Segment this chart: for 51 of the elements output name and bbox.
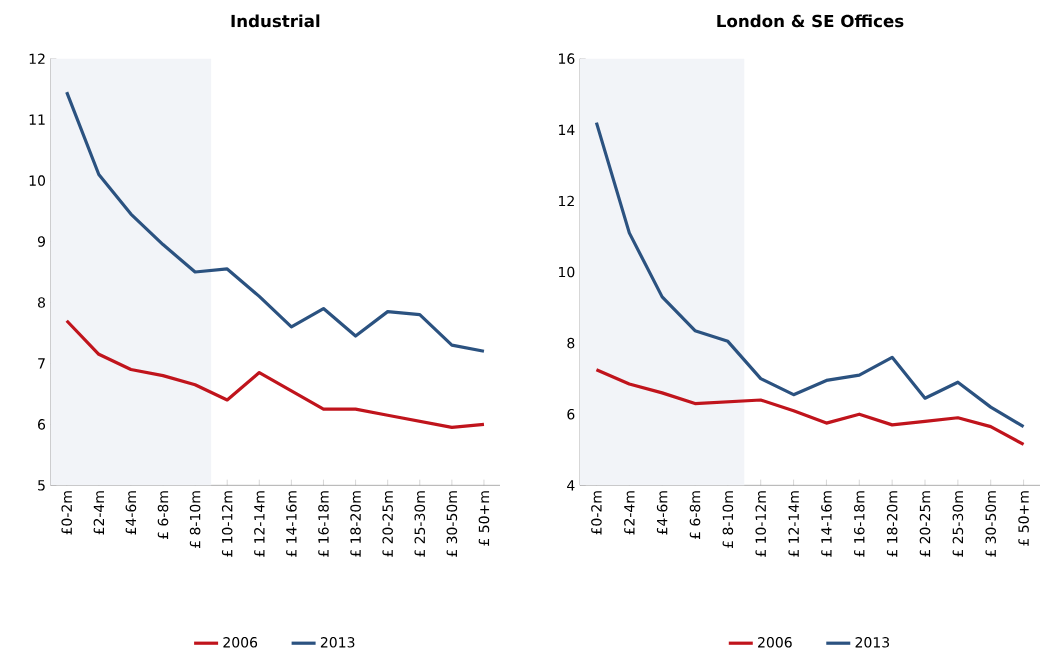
- x-tick-label: £ 50+m: [1018, 491, 1029, 546]
- y-tick-label: 6: [38, 419, 46, 430]
- legend-label: 2013: [855, 637, 890, 648]
- x-tick-label: £ 6-8m: [157, 491, 169, 540]
- y-tick-label: 8: [37, 297, 45, 308]
- y-tick-label: 7: [38, 358, 45, 369]
- x-tick-label: £4-6m: [125, 491, 137, 535]
- x-tick-label: £ 12-14m: [254, 491, 265, 557]
- x-tick-label: £ 20-25m: [919, 491, 931, 557]
- x-tick-label: £ 10-12m: [755, 491, 767, 557]
- line-series: [594, 121, 1026, 429]
- y-tick-label: 11: [29, 114, 45, 125]
- y-tick-label: 10: [29, 175, 46, 186]
- x-tick-label: £ 18-20m: [886, 491, 898, 557]
- x-tick-label: £ 16-18m: [854, 491, 865, 557]
- x-tick-label: £ 16-18m: [318, 491, 329, 557]
- x-tick-label: £ 8-10m: [722, 491, 734, 548]
- x-tick-label: £ 25-30m: [952, 491, 964, 557]
- x-tick-label: £ 12-14m: [788, 491, 799, 557]
- legend-label: 2013: [320, 637, 355, 648]
- y-tick-label: 5: [38, 480, 45, 491]
- chart-title: Industrial: [231, 14, 320, 28]
- y-tick-label: 16: [559, 53, 575, 64]
- x-tick-label: £ 25-30m: [414, 491, 426, 557]
- x-tick-label: £ 50+m: [478, 491, 490, 546]
- x-tick-label: £0-2m: [591, 491, 602, 535]
- x-tick-label: £4-6m: [656, 491, 668, 535]
- y-tick-label: 12: [29, 53, 45, 64]
- x-tick-label: £2-4m: [624, 491, 635, 535]
- y-tick-label: 12: [559, 195, 574, 207]
- y-tick-label: 6: [567, 408, 575, 420]
- x-tick-label: £ 10-12m: [221, 491, 233, 557]
- y-tick-label: 9: [37, 236, 45, 247]
- chart-title: London & SE Offices: [717, 14, 904, 28]
- x-tick-label: £ 30-50m: [446, 491, 458, 557]
- y-tick-label: 10: [559, 266, 575, 278]
- x-tick-label: £ 14-16m: [821, 491, 832, 557]
- x-tick-label: £0-2m: [61, 491, 72, 535]
- line-series: [65, 90, 486, 353]
- x-tick-label: £ 18-20m: [350, 491, 361, 557]
- x-tick-label: £ 20-25m: [382, 491, 393, 557]
- x-tick-label: £ 30-50m: [985, 491, 997, 557]
- x-tick-label: £ 14-16m: [286, 491, 297, 557]
- y-tick-label: 8: [567, 337, 575, 349]
- x-tick-label: £ 6-8m: [689, 491, 701, 540]
- x-tick-label: £ 8-10m: [189, 491, 201, 548]
- legend-label: 2006: [758, 637, 792, 648]
- y-tick-label: 4: [567, 480, 575, 491]
- y-tick-label: 14: [559, 124, 575, 135]
- x-tick-label: £2-4m: [93, 491, 105, 535]
- legend-label: 2006: [223, 637, 258, 648]
